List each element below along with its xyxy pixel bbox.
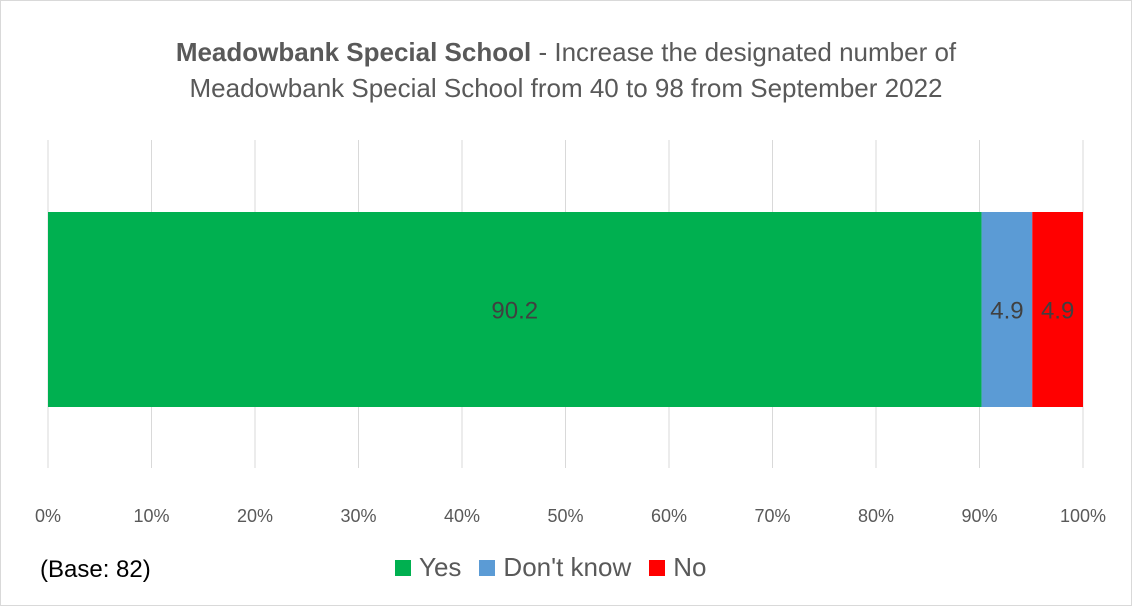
data-labels: 90.2 4.9 4.9 xyxy=(491,298,1074,325)
chart-title: Meadowbank Special School - Increase the… xyxy=(0,34,1132,106)
legend-swatch xyxy=(479,559,496,576)
x-tick-label: 50% xyxy=(547,506,583,526)
data-label: 4.9 xyxy=(990,298,1023,325)
x-tick-label: 0% xyxy=(35,506,61,526)
data-label: 4.9 xyxy=(1041,298,1074,325)
legend-swatch xyxy=(395,559,411,576)
bars xyxy=(48,212,1083,407)
legend-label: No xyxy=(673,552,707,582)
legend-item: Don't know xyxy=(479,552,631,583)
x-tick-label: 80% xyxy=(858,506,894,526)
legend-item: No xyxy=(649,552,706,583)
x-tick-label: 10% xyxy=(133,506,169,526)
legend-item: Yes xyxy=(395,552,461,583)
bar-segment-don-t-know xyxy=(981,212,1033,407)
legend-swatch xyxy=(649,559,666,576)
chart-title-line2: Meadowbank Special School from 40 to 98 … xyxy=(189,73,943,103)
base-note: (Base: 82) xyxy=(40,556,151,583)
chart-title-rest: - Increase the designated number of xyxy=(531,37,957,67)
x-tick-label: 90% xyxy=(961,506,997,526)
legend-label: Yes xyxy=(419,552,462,582)
x-tick-label: 70% xyxy=(754,506,790,526)
legend-label: Don't know xyxy=(503,552,632,582)
x-tick-label: 30% xyxy=(340,506,376,526)
bar-segment-yes xyxy=(48,212,982,407)
x-axis-ticks: 0% 10% 20% 30% 40% 50% 60% 70% 80% 90% 100% xyxy=(35,506,1106,526)
bar-segment-no xyxy=(1032,212,1083,407)
x-tick-label: 20% xyxy=(237,506,273,526)
x-tick-label: 40% xyxy=(444,506,480,526)
x-tick-label: 60% xyxy=(651,506,687,526)
x-tick-label: 100% xyxy=(1060,506,1106,526)
data-label: 90.2 xyxy=(491,298,538,325)
chart-title-bold: Meadowbank Special School xyxy=(175,37,532,67)
legend: Yes Don't know No xyxy=(395,552,706,583)
